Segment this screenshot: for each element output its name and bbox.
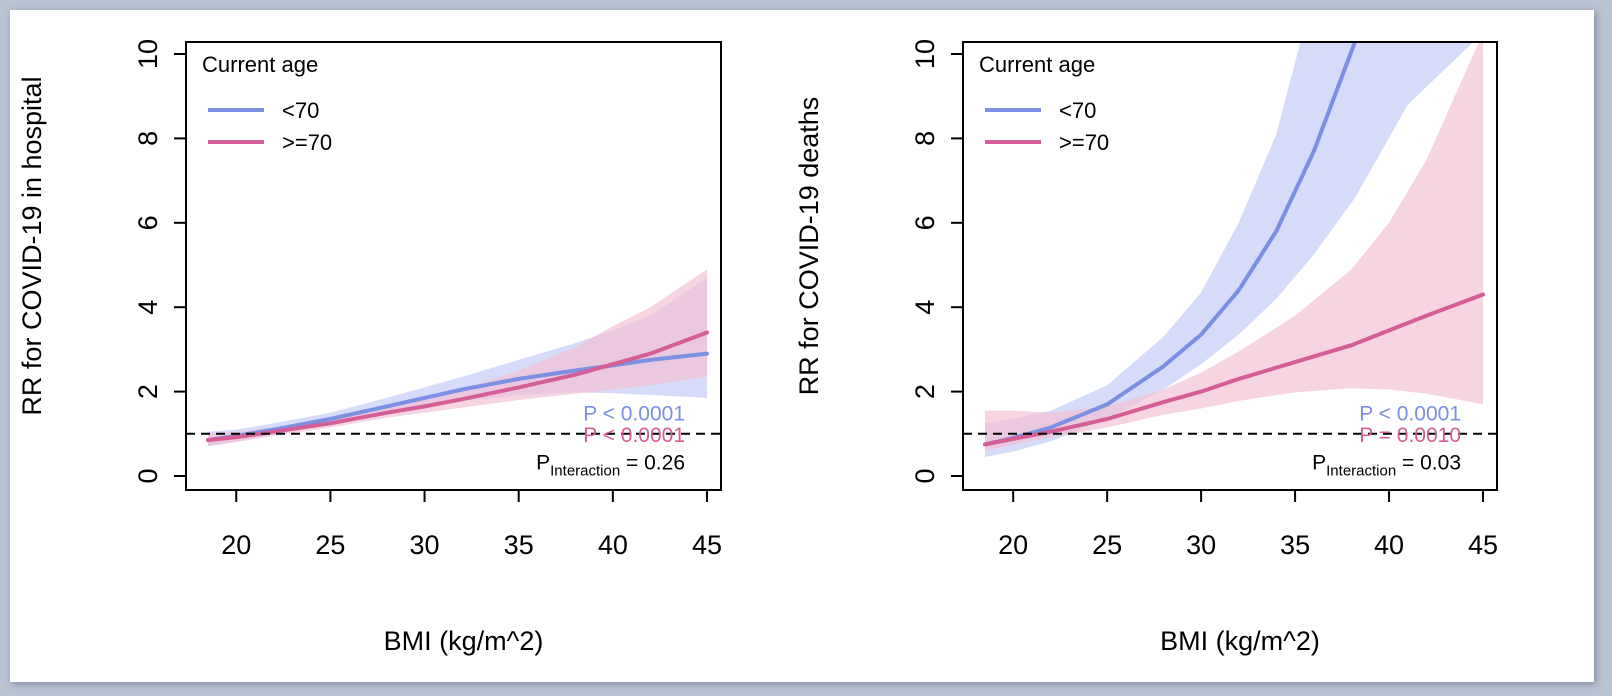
x-axis-label: BMI (kg/m^2) bbox=[384, 626, 544, 656]
plot-area bbox=[206, 269, 709, 447]
y-tick-label: 2 bbox=[133, 384, 163, 399]
ci-band-under70 bbox=[985, 42, 1474, 457]
chart-panel-2: 20 25 30 35 40 45 BMI (kg/m^2) 0 2 4 6 8 10 RR for CO… bbox=[794, 39, 1498, 656]
x-tick-label: 45 bbox=[692, 530, 722, 560]
series-line-over70 bbox=[206, 330, 709, 443]
y-tick-label: 6 bbox=[910, 215, 940, 230]
x-tick-label: 25 bbox=[315, 530, 345, 560]
p-interaction: PInteraction = 0.03 bbox=[1312, 452, 1461, 480]
x-tick-label: 30 bbox=[410, 530, 440, 560]
chart-panel-1: 20 25 30 35 40 45 BMI (kg/m^2) 0 2 4 6 8 10 RR for CO… bbox=[17, 39, 722, 656]
y-axis-label: RR for COVID-19 deaths bbox=[794, 97, 824, 396]
y-tick-label: 8 bbox=[910, 131, 940, 146]
p-interaction: PInteraction = 0.26 bbox=[536, 452, 685, 480]
x-tick-label: 35 bbox=[1280, 530, 1310, 560]
y-tick-label: 0 bbox=[133, 468, 163, 483]
p-interaction-sub: Interaction bbox=[550, 463, 620, 480]
y-tick-label: 4 bbox=[133, 300, 163, 315]
y-tick-label: 0 bbox=[910, 468, 940, 483]
x-axis: 20 25 30 35 40 45 bbox=[221, 490, 722, 560]
x-tick-label: 20 bbox=[998, 530, 1028, 560]
legend: Current age <70 >=70 bbox=[979, 52, 1109, 155]
series-line-under70 bbox=[983, 42, 1358, 447]
p-interaction-p: P bbox=[536, 452, 550, 475]
legend-entry-label: >=70 bbox=[282, 130, 332, 155]
y-tick-label: 2 bbox=[910, 384, 940, 399]
legend-entry-label: >=70 bbox=[1059, 130, 1109, 155]
plot-box bbox=[962, 41, 1498, 491]
ci-band-over70 bbox=[985, 42, 1483, 451]
p-value-under70: P < 0.0001 bbox=[1359, 403, 1461, 426]
x-tick-label: 45 bbox=[1468, 530, 1498, 560]
x-axis: 20 25 30 35 40 45 bbox=[998, 490, 1498, 560]
y-tick-label: 6 bbox=[133, 215, 163, 230]
x-tick-label: 35 bbox=[504, 530, 534, 560]
plot-box bbox=[185, 41, 722, 491]
y-tick-label: 10 bbox=[910, 39, 940, 69]
y-tick-label: 10 bbox=[133, 39, 163, 69]
x-tick-label: 40 bbox=[598, 530, 628, 560]
y-tick-label: 8 bbox=[133, 131, 163, 146]
x-tick-label: 25 bbox=[1092, 530, 1122, 560]
legend-title: Current age bbox=[202, 52, 318, 77]
plot-area bbox=[983, 42, 1485, 457]
y-axis-label: RR for COVID-19 in hospital bbox=[17, 76, 47, 415]
p-value-under70: P < 0.0001 bbox=[583, 403, 685, 426]
y-axis: 0 2 4 6 8 10 bbox=[133, 39, 186, 484]
x-tick-label: 40 bbox=[1374, 530, 1404, 560]
x-axis-label: BMI (kg/m^2) bbox=[1160, 626, 1320, 656]
p-interaction-value: = 0.26 bbox=[620, 452, 685, 475]
p-value-over70: P < 0.0001 bbox=[583, 424, 685, 447]
legend-entry-label: <70 bbox=[282, 98, 319, 123]
legend-entry-label: <70 bbox=[1059, 98, 1096, 123]
legend-title: Current age bbox=[979, 52, 1095, 77]
y-tick-label: 4 bbox=[910, 300, 940, 315]
p-interaction-value: = 0.03 bbox=[1396, 452, 1461, 475]
legend: Current age <70 >=70 bbox=[202, 52, 332, 155]
x-tick-label: 30 bbox=[1186, 530, 1216, 560]
p-interaction-p: P bbox=[1312, 452, 1326, 475]
figure-frame: 20 25 30 35 40 45 BMI (kg/m^2) 0 2 4 6 8 10 RR for CO… bbox=[10, 10, 1594, 682]
x-tick-label: 20 bbox=[221, 530, 251, 560]
ci-band-over70 bbox=[208, 269, 707, 446]
p-interaction-sub: Interaction bbox=[1326, 463, 1396, 480]
p-value-over70: P = 0.0010 bbox=[1359, 424, 1461, 447]
y-axis: 0 2 4 6 8 10 bbox=[910, 39, 963, 484]
